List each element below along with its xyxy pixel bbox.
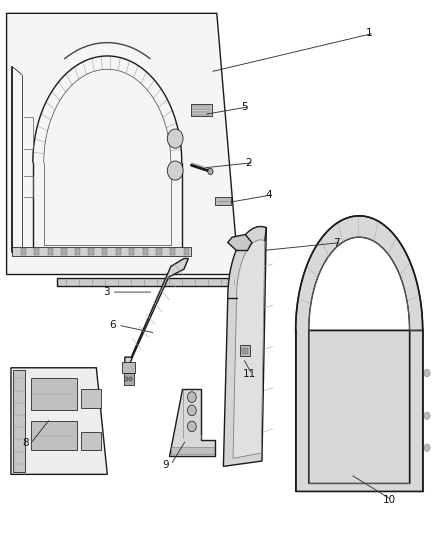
Polygon shape xyxy=(57,278,239,286)
Circle shape xyxy=(167,161,183,180)
Polygon shape xyxy=(48,248,53,255)
Polygon shape xyxy=(215,197,231,205)
Polygon shape xyxy=(88,248,94,255)
Polygon shape xyxy=(122,362,135,373)
Polygon shape xyxy=(13,370,25,472)
Polygon shape xyxy=(81,389,101,408)
Circle shape xyxy=(187,405,196,416)
Circle shape xyxy=(424,444,430,451)
Circle shape xyxy=(424,412,430,419)
Text: 3: 3 xyxy=(103,287,110,297)
Polygon shape xyxy=(143,248,148,255)
Text: 10: 10 xyxy=(383,495,396,505)
Polygon shape xyxy=(125,259,188,365)
Text: 4: 4 xyxy=(265,190,272,199)
Polygon shape xyxy=(240,345,250,356)
Text: 6: 6 xyxy=(110,320,116,330)
Circle shape xyxy=(424,369,430,377)
Polygon shape xyxy=(7,13,239,274)
Polygon shape xyxy=(171,447,214,454)
Text: 1: 1 xyxy=(366,28,372,38)
Polygon shape xyxy=(228,235,252,251)
Polygon shape xyxy=(75,248,80,255)
Circle shape xyxy=(129,377,132,381)
Polygon shape xyxy=(184,248,189,255)
Polygon shape xyxy=(242,348,248,354)
Polygon shape xyxy=(233,240,265,458)
Circle shape xyxy=(124,377,128,381)
Text: 8: 8 xyxy=(22,439,28,448)
Polygon shape xyxy=(12,247,191,256)
Text: 5: 5 xyxy=(241,102,247,111)
Polygon shape xyxy=(21,248,26,255)
Polygon shape xyxy=(129,248,134,255)
Polygon shape xyxy=(169,389,215,456)
Polygon shape xyxy=(116,248,121,255)
Polygon shape xyxy=(11,368,107,474)
Polygon shape xyxy=(81,432,101,450)
Circle shape xyxy=(187,392,196,402)
Text: 11: 11 xyxy=(243,369,256,379)
Text: 2: 2 xyxy=(245,158,252,167)
Polygon shape xyxy=(124,373,134,385)
Circle shape xyxy=(167,129,183,148)
Circle shape xyxy=(208,168,213,175)
Polygon shape xyxy=(31,378,77,410)
Polygon shape xyxy=(223,227,266,466)
Polygon shape xyxy=(31,421,77,450)
Polygon shape xyxy=(61,248,67,255)
Text: 7: 7 xyxy=(333,238,339,247)
Polygon shape xyxy=(156,248,162,255)
Polygon shape xyxy=(296,216,423,491)
Text: 9: 9 xyxy=(162,460,169,470)
Polygon shape xyxy=(170,248,175,255)
Circle shape xyxy=(187,421,196,432)
Polygon shape xyxy=(34,248,39,255)
Polygon shape xyxy=(191,104,212,116)
Polygon shape xyxy=(102,248,107,255)
